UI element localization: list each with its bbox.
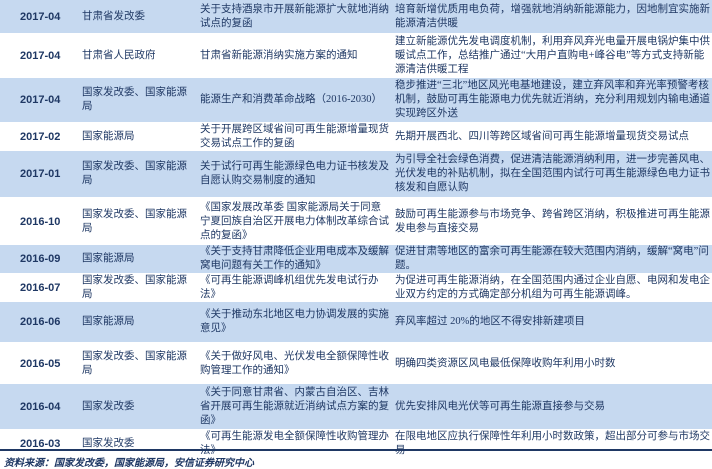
policy-title-cell: 《关于支持甘肃降低企业用电成本及缓解窝电问题有关工作的通知》 (198, 245, 393, 274)
table-row: 2016-10 国家发改委、国家能源局 《国家发展改革委 国家能源局关于同意宁夏回族… (0, 198, 712, 246)
agency-cell: 国家发改委、国家能源局 (82, 275, 187, 300)
policy-title-cell: 能源生产和消费革命战略（2016-2030） (198, 78, 393, 123)
policy-title-cell: 关于开展跨区域省间可再生能源增量现货交易试点工作的复函 (200, 124, 389, 149)
date-cell: 2016-10 (20, 215, 61, 228)
agency-cell: 国家发改委 (80, 384, 198, 430)
policy-title-cell: 甘肃省新能源消纳实施方案的通知 (200, 50, 358, 61)
agency-cell: 国家发改委、国家能源局 (80, 78, 198, 123)
table-bottom-rule (0, 449, 712, 451)
content-cell: 优先安排风电光伏等可再生能源直接参与交易 (393, 384, 712, 430)
table-row: 2016-04 国家发改委 《关于同意甘肃省、内蒙古自治区、吉林省开展可再生能源就近… (0, 384, 712, 430)
table-row: 2016-09 国家能源局 《关于支持甘肃降低企业用电成本及缓解窝电问题有关工作的通… (0, 245, 712, 274)
date-cell: 2016-06 (0, 302, 80, 343)
agency-cell: 国家发改委 (82, 438, 135, 449)
content-cell: 鼓励可再生能源参与市场竞争、跨省跨区消纳，积极推进可再生能源发电参与直接交易 (395, 208, 710, 234)
content-cell: 先期开展西北、四川等跨区域省间可再生能源增量现货交易试点 (395, 131, 689, 142)
date-cell: 2016-09 (0, 245, 80, 274)
date-cell: 2016-03 (20, 438, 61, 450)
content-cell: 稳步推进“三北”地区风光电基地建设，建立弃风率和弃光率预警考核机制，鼓励可再生能… (393, 78, 712, 123)
table-row: 2017-01 国家发改委、国家能源局 关于试行可再生能源绿色电力证书核发及自愿认购… (0, 151, 712, 198)
date-cell: 2017-01 (0, 151, 80, 198)
date-cell: 2017-04 (0, 78, 80, 123)
date-cell: 2016-07 (20, 282, 61, 294)
table-row: 2017-04 国家发改委、国家能源局 能源生产和消费革命战略（2016-2030）… (0, 78, 712, 123)
content-cell: 明确四类资源区风电最低保障收购年利用小时数 (395, 357, 616, 369)
policy-title-cell: 《关于同意甘肃省、内蒙古自治区、吉林省开展可再生能源就近消纳试点方案的复函》 (198, 384, 393, 430)
content-cell: 建立新能源优先发电调度机制，利用弃风弃光电量开展电锅炉集中供暖试点工作，总结推广… (395, 36, 710, 75)
agency-cell: 甘肃省发改委 (80, 0, 198, 34)
policy-table: 2017-04 甘肃省发改委 关于支持酒泉市开展新能源扩大就地消纳试点的复函 培育新增… (0, 0, 712, 456)
policy-title-cell: 《国家发展改革委 国家能源局关于同意宁夏回族自治区开展电力体制改革综合试点的复函… (200, 201, 389, 241)
agency-cell: 国家能源局 (80, 302, 198, 343)
agency-cell: 国家发改委、国家能源局 (82, 208, 187, 234)
date-cell: 2017-04 (0, 0, 80, 34)
content-cell: 弃风率超过 20%的地区不得安排新建项目 (393, 302, 712, 343)
policy-title-cell: 《关于做好风电、光伏发电全额保障性收购管理工作的通知》 (200, 350, 389, 376)
table-row: 2017-04 甘肃省发改委 关于支持酒泉市开展新能源扩大就地消纳试点的复函 培育新增… (0, 0, 712, 34)
date-cell: 2016-05 (20, 357, 61, 370)
policy-title-cell: 《可再生能源调峰机组优先发电试行办法》 (200, 275, 379, 300)
table-row: 2016-06 国家能源局 《关于推动东北地区电力协调发展的实施意见》 弃风率超过 2… (0, 302, 712, 343)
source-note: 资料来源：国家发改委，国家能源局，安信证券研究中心 (4, 458, 254, 469)
policy-title-cell: 《关于推动东北地区电力协调发展的实施意见》 (198, 302, 393, 343)
date-cell: 2017-04 (20, 50, 61, 62)
content-cell: 促进甘肃等地区的富余可再生能源在较大范围内消纳，缓解“窝电”问题。 (393, 245, 712, 274)
table-row: 2017-04 甘肃省人民政府 甘肃省新能源消纳实施方案的通知 建立新能源优先发电调度… (0, 34, 712, 79)
agency-cell: 国家能源局 (80, 245, 198, 274)
content-cell: 在限电地区应执行保障性年利用小时数政策，超出部分可参与市场交易 (395, 431, 710, 456)
agency-cell: 国家发改委、国家能源局 (82, 350, 187, 376)
table-row: 2017-02 国家能源局 关于开展跨区域省间可再生能源增量现货交易试点工作的复函先… (0, 123, 712, 152)
agency-cell: 国家发改委、国家能源局 (80, 151, 198, 198)
policy-title-cell: 关于支持酒泉市开展新能源扩大就地消纳试点的复函 (198, 0, 393, 34)
table-row: 2016-07 国家发改委、国家能源局 《可再生能源调峰机组优先发电试行办法》 为促进… (0, 274, 712, 303)
agency-cell: 国家能源局 (82, 131, 135, 142)
policy-title-cell: 关于试行可再生能源绿色电力证书核发及自愿认购交易制度的通知 (198, 151, 393, 198)
content-cell: 为促进可再生能源消纳，在全国范围内通过企业自愿、电网和发电企业双方约定的方式确定… (395, 275, 710, 300)
agency-cell: 甘肃省人民政府 (82, 50, 156, 61)
date-cell: 2016-04 (0, 384, 80, 430)
content-cell: 为引导全社会绿色消费，促进清洁能源消纳利用，进一步完善风电、光伏发电的补贴机制，… (393, 151, 712, 198)
content-cell: 培育新增优质用电负荷，增强就地消纳新能源能力，因地制宜实施新能源清洁供暖 (393, 0, 712, 34)
table-row: 2016-05 国家发改委、国家能源局 《关于做好风电、光伏发电全额保障性收购管理工… (0, 343, 712, 385)
date-cell: 2017-02 (20, 131, 61, 143)
